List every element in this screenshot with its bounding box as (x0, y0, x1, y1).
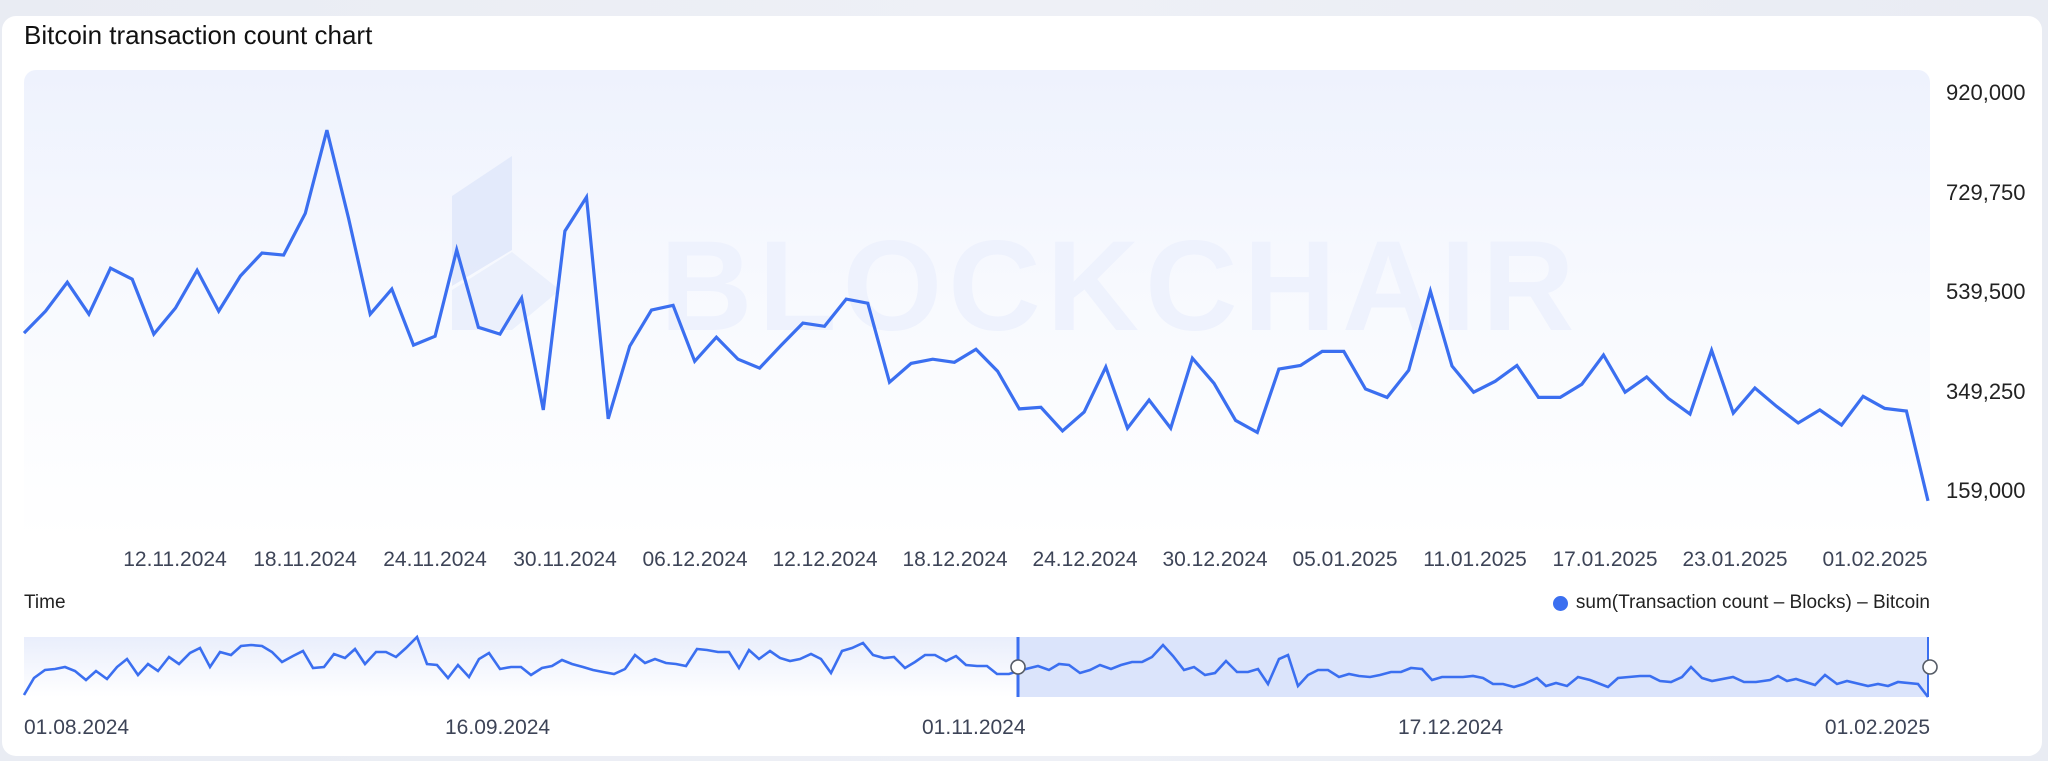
x-tick-label: 23.01.2025 (1682, 548, 1788, 571)
x-tick-label: 12.12.2024 (772, 548, 878, 571)
navigator-series-line (22, 634, 1930, 698)
watermark-text: BLOCKCHAIR (660, 215, 1580, 358)
y-tick-label: 729,750 (1946, 179, 2026, 205)
y-tick-label: 539,500 (1946, 279, 2026, 304)
x-axis-title: Time (24, 592, 66, 613)
plot-area[interactable] (24, 70, 1930, 540)
x-tick-label: 12.11.2024 (123, 548, 227, 571)
navigator-left-handle[interactable] (1010, 659, 1026, 675)
y-tick-label: 920,000 (1946, 80, 2026, 105)
y-tick-label: 349,250 (1946, 378, 2026, 404)
navigator-selection[interactable] (1017, 637, 1928, 697)
y-tick-label: 159,000 (1946, 478, 2026, 503)
x-tick-label: 30.12.2024 (1162, 548, 1268, 571)
x-tick-label: 17.01.2025 (1552, 548, 1658, 571)
x-tick-label: 24.12.2024 (1032, 548, 1138, 571)
navigator-date-label: 01.08.2024 (24, 716, 130, 739)
x-tick-label: 06.12.2024 (642, 548, 748, 571)
x-tick-label: 18.12.2024 (902, 548, 1008, 571)
x-tick-label: 30.11.2024 (513, 548, 617, 571)
watermark-logo-icon (452, 156, 560, 330)
navigator-date-label: 01.02.2025 (1824, 716, 1930, 739)
chart-title: Bitcoin transaction count chart (24, 20, 373, 50)
x-tick-label: 01.02.2025 (1822, 548, 1928, 571)
legend-label: sum(Transaction count – Blocks) – Bitcoi… (1575, 592, 1930, 613)
legend-dot-icon (1552, 595, 1568, 611)
navigator-date-label: 17.12.2024 (1398, 716, 1504, 739)
x-tick-label: 11.01.2025 (1423, 548, 1527, 571)
navigator-date-label: 16.09.2024 (445, 716, 551, 739)
navigator-right-handle[interactable] (1922, 659, 1938, 675)
x-tick-label: 18.11.2024 (253, 548, 357, 571)
x-tick-label: 24.11.2024 (383, 548, 487, 571)
navigator-date-label: 01.11.2024 (922, 716, 1026, 739)
main-series-line[interactable] (22, 129, 1930, 502)
x-tick-label: 05.01.2025 (1292, 548, 1398, 571)
legend-item[interactable]: sum(Transaction count – Blocks) – Bitcoi… (1552, 592, 1930, 614)
